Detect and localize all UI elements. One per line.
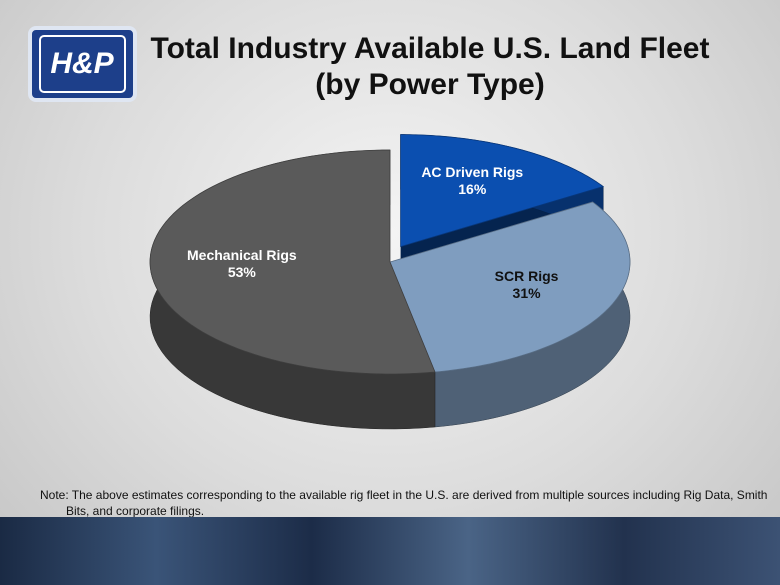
- chart-title: Total Industry Available U.S. Land Fleet: [150, 32, 710, 65]
- photo-strip: [0, 517, 780, 585]
- pie-slice: [400, 134, 605, 248]
- category-label: Mechanical Rigs: [187, 246, 297, 263]
- note: Note: The above estimates corresponding …: [40, 488, 768, 518]
- logo-text: H&P: [50, 47, 114, 80]
- category-label: SCR Rigs: [494, 267, 559, 284]
- value-label: 53%: [227, 263, 256, 280]
- logo: H&P: [28, 26, 137, 102]
- chart-subtitle: (by Power Type): [315, 68, 545, 101]
- pie-slice: [389, 201, 631, 373]
- slice-label: Mechanical Rigs 53%: [182, 247, 302, 281]
- value-label: 16%: [458, 180, 487, 197]
- slice-label: AC Driven Rigs 16%: [412, 164, 532, 198]
- category-label: AC Driven Rigs: [421, 163, 524, 180]
- slice-label: SCR Rigs 31%: [467, 268, 587, 302]
- pie-slice: [149, 149, 436, 375]
- value-label: 31%: [512, 284, 541, 301]
